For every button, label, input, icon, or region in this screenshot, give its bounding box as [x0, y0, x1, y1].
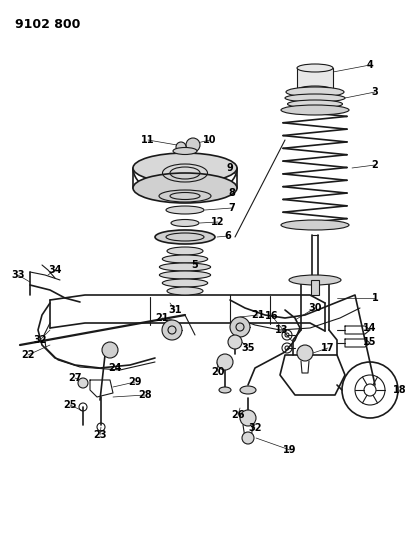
- Ellipse shape: [285, 94, 345, 102]
- Ellipse shape: [159, 190, 211, 202]
- Text: 34: 34: [48, 265, 62, 275]
- Text: 20: 20: [211, 367, 225, 377]
- Text: 21: 21: [155, 313, 169, 323]
- Ellipse shape: [133, 153, 237, 183]
- Ellipse shape: [240, 386, 256, 394]
- Text: 32: 32: [33, 335, 47, 345]
- Circle shape: [186, 138, 200, 152]
- Bar: [311, 280, 319, 295]
- Circle shape: [102, 342, 118, 358]
- Text: 27: 27: [68, 373, 82, 383]
- Bar: [297, 68, 333, 90]
- Text: 6: 6: [225, 231, 231, 241]
- Text: 14: 14: [363, 323, 377, 333]
- Ellipse shape: [159, 263, 210, 271]
- Circle shape: [78, 378, 88, 388]
- Text: 7: 7: [229, 203, 236, 213]
- Text: 2: 2: [372, 160, 379, 170]
- Ellipse shape: [162, 279, 208, 287]
- Ellipse shape: [297, 86, 333, 94]
- Ellipse shape: [171, 220, 199, 227]
- Text: 30: 30: [308, 303, 322, 313]
- Circle shape: [217, 354, 233, 370]
- Text: 4: 4: [367, 60, 373, 70]
- Text: 8: 8: [229, 188, 236, 198]
- Ellipse shape: [166, 206, 204, 214]
- Ellipse shape: [281, 220, 349, 230]
- Ellipse shape: [286, 87, 344, 97]
- Text: 13: 13: [275, 325, 289, 335]
- Text: 33: 33: [11, 270, 25, 280]
- Text: 26: 26: [231, 410, 245, 420]
- Text: 15: 15: [363, 337, 377, 347]
- Ellipse shape: [173, 148, 197, 155]
- Text: 17: 17: [321, 343, 335, 353]
- Ellipse shape: [289, 275, 341, 285]
- Circle shape: [230, 317, 250, 337]
- Circle shape: [297, 345, 313, 361]
- Text: 9102 800: 9102 800: [15, 18, 81, 31]
- Text: 28: 28: [138, 390, 152, 400]
- Ellipse shape: [167, 247, 203, 255]
- Ellipse shape: [159, 271, 210, 279]
- Ellipse shape: [281, 105, 349, 115]
- Ellipse shape: [297, 64, 333, 72]
- Text: 32: 32: [248, 423, 262, 433]
- Text: 16: 16: [265, 311, 279, 321]
- Text: 18: 18: [393, 385, 407, 395]
- Text: 29: 29: [128, 377, 142, 387]
- Text: 21: 21: [251, 310, 265, 320]
- Circle shape: [242, 432, 254, 444]
- Ellipse shape: [162, 255, 208, 263]
- Text: 35: 35: [241, 343, 255, 353]
- Circle shape: [176, 142, 186, 152]
- Circle shape: [162, 320, 182, 340]
- Ellipse shape: [167, 287, 203, 295]
- Text: 23: 23: [93, 430, 107, 440]
- Text: 11: 11: [141, 135, 155, 145]
- Circle shape: [240, 410, 256, 426]
- Ellipse shape: [219, 387, 231, 393]
- Text: 24: 24: [108, 363, 122, 373]
- Text: 10: 10: [203, 135, 217, 145]
- Ellipse shape: [288, 100, 342, 108]
- Text: 31: 31: [168, 305, 182, 315]
- Text: 22: 22: [21, 350, 35, 360]
- Ellipse shape: [155, 230, 215, 244]
- Ellipse shape: [133, 173, 237, 203]
- Text: 3: 3: [372, 87, 379, 97]
- Text: 19: 19: [283, 445, 297, 455]
- Circle shape: [228, 335, 242, 349]
- Text: 12: 12: [211, 217, 225, 227]
- Text: 1: 1: [372, 293, 379, 303]
- Text: 25: 25: [63, 400, 77, 410]
- Text: 5: 5: [192, 260, 199, 270]
- Text: 9: 9: [226, 163, 233, 173]
